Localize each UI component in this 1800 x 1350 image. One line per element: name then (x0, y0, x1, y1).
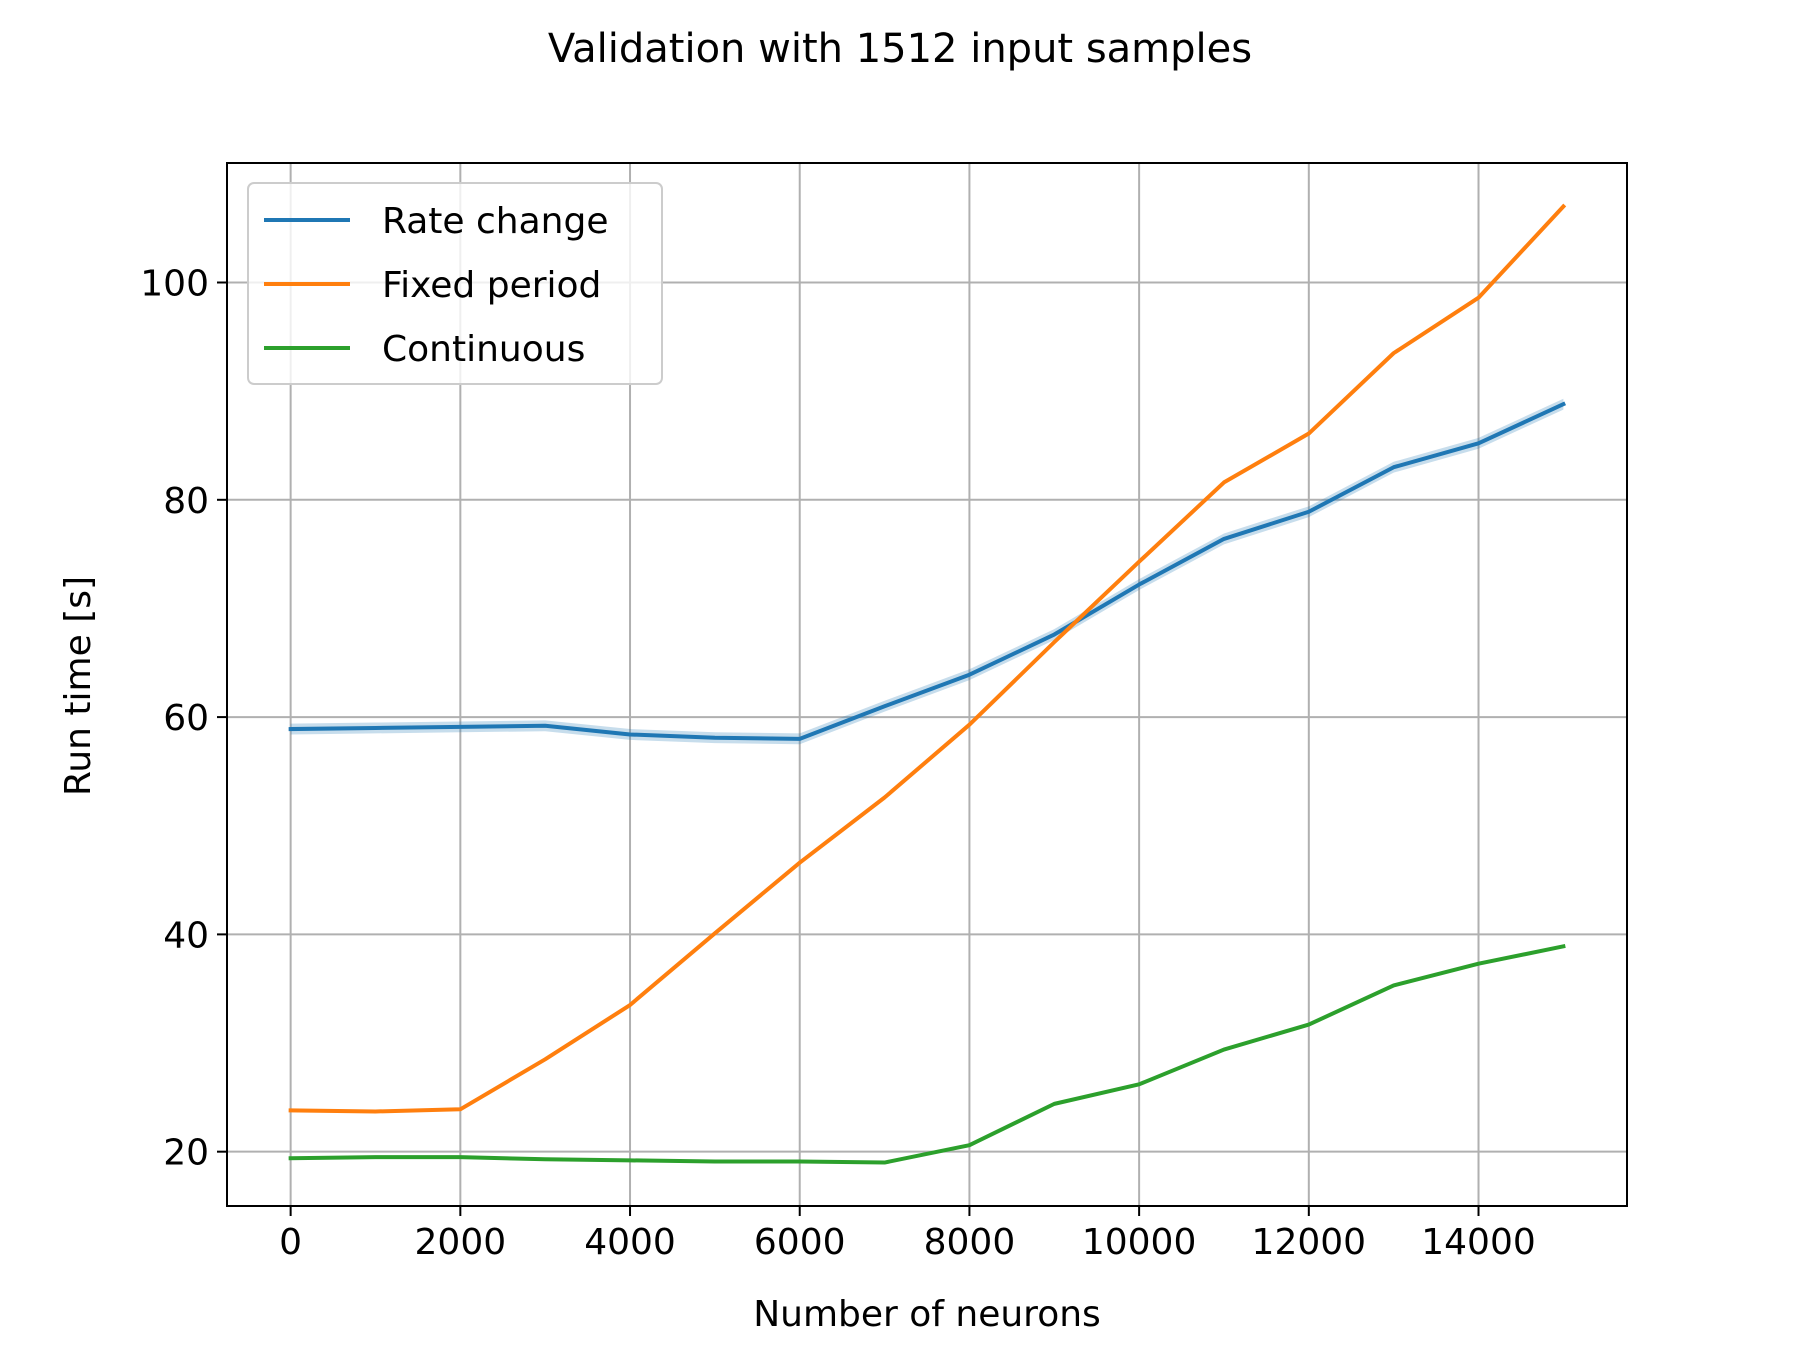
x-tick-label: 6000 (754, 1222, 846, 1263)
x-tick-label: 8000 (924, 1222, 1016, 1263)
legend-label-continuous: Continuous (382, 329, 585, 370)
x-axis-label: Number of neurons (753, 1294, 1101, 1335)
series-lines (288, 203, 1567, 1165)
chart-title: Validation with 1512 input samples (548, 26, 1252, 72)
x-tick-label: 10000 (1082, 1222, 1197, 1263)
y-axis-label: Run time [s] (58, 576, 99, 796)
x-tick-label: 14000 (1421, 1222, 1536, 1263)
y-tick-label: 20 (163, 1133, 209, 1174)
y-tick-label: 60 (163, 698, 209, 739)
y-tick-label: 80 (163, 481, 209, 522)
axis-ticks: 0 2000 4000 6000 8000 10000 12000 14000 20 40 60 80… (140, 264, 1535, 1263)
x-tick-label: 2000 (415, 1222, 507, 1263)
series-line-fixed-period (288, 203, 1567, 1114)
series-line-continuous (288, 943, 1566, 1165)
plot-frame (226, 162, 1628, 1207)
x-tick-label: 12000 (1252, 1222, 1367, 1263)
y-tick-label: 100 (140, 264, 209, 305)
x-tick-label: 0 (279, 1222, 302, 1263)
y-tick-label: 40 (163, 915, 209, 956)
series-line-rate-change (288, 401, 1567, 741)
legend-label-fixed-period: Fixed period (382, 265, 601, 306)
legend: Rate change Fixed period Continuous (247, 182, 663, 385)
x-tick-label: 4000 (584, 1222, 676, 1263)
legend-label-rate-change: Rate change (382, 201, 608, 242)
legend-box (247, 182, 663, 385)
